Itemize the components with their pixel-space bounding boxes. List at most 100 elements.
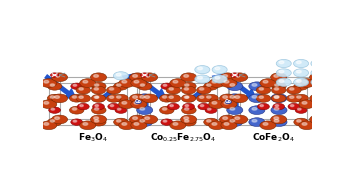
- Circle shape: [110, 105, 114, 107]
- Circle shape: [184, 75, 189, 77]
- Circle shape: [160, 106, 174, 114]
- Circle shape: [295, 107, 307, 113]
- Circle shape: [122, 81, 127, 83]
- Circle shape: [76, 94, 91, 102]
- Circle shape: [302, 123, 307, 125]
- Circle shape: [263, 123, 268, 125]
- Circle shape: [161, 83, 173, 89]
- Circle shape: [294, 69, 308, 77]
- Circle shape: [231, 73, 239, 77]
- Circle shape: [204, 82, 218, 90]
- Circle shape: [131, 100, 147, 108]
- Circle shape: [162, 96, 167, 98]
- Circle shape: [137, 82, 152, 90]
- Circle shape: [173, 123, 178, 125]
- Circle shape: [302, 101, 307, 104]
- Circle shape: [51, 73, 59, 77]
- Circle shape: [166, 94, 181, 102]
- Circle shape: [271, 86, 286, 94]
- Circle shape: [314, 80, 319, 82]
- Circle shape: [314, 61, 319, 64]
- Circle shape: [79, 96, 83, 98]
- Circle shape: [274, 88, 279, 90]
- Circle shape: [72, 108, 77, 110]
- Circle shape: [47, 94, 62, 102]
- Circle shape: [273, 103, 285, 110]
- Circle shape: [181, 86, 196, 94]
- Circle shape: [113, 94, 128, 102]
- Circle shape: [271, 73, 287, 82]
- Circle shape: [260, 121, 276, 130]
- Circle shape: [212, 101, 217, 104]
- Circle shape: [206, 96, 211, 98]
- Circle shape: [107, 86, 121, 94]
- Circle shape: [271, 94, 286, 102]
- Circle shape: [313, 96, 318, 98]
- Circle shape: [223, 117, 228, 119]
- Circle shape: [169, 88, 174, 90]
- Circle shape: [170, 79, 186, 88]
- Circle shape: [169, 96, 174, 98]
- Circle shape: [263, 81, 268, 83]
- Circle shape: [221, 100, 237, 108]
- Circle shape: [185, 108, 189, 110]
- Circle shape: [50, 96, 54, 98]
- Circle shape: [227, 82, 243, 91]
- Circle shape: [289, 96, 294, 98]
- Circle shape: [274, 108, 279, 110]
- Circle shape: [134, 81, 139, 83]
- Circle shape: [209, 121, 225, 130]
- Circle shape: [51, 73, 68, 82]
- Circle shape: [274, 117, 279, 119]
- Circle shape: [117, 120, 121, 122]
- Circle shape: [260, 105, 263, 107]
- Circle shape: [198, 103, 210, 110]
- Circle shape: [271, 106, 287, 115]
- Circle shape: [79, 88, 83, 90]
- Circle shape: [140, 119, 145, 122]
- Circle shape: [297, 96, 301, 98]
- Circle shape: [198, 67, 202, 70]
- Circle shape: [274, 119, 279, 122]
- Circle shape: [185, 120, 189, 122]
- Circle shape: [141, 73, 149, 77]
- Circle shape: [276, 78, 291, 86]
- Circle shape: [232, 94, 248, 103]
- Circle shape: [135, 100, 141, 104]
- Circle shape: [235, 117, 240, 119]
- Circle shape: [260, 79, 276, 88]
- Circle shape: [310, 73, 326, 82]
- Circle shape: [137, 94, 153, 103]
- Circle shape: [117, 84, 121, 86]
- Circle shape: [313, 117, 318, 119]
- Circle shape: [288, 103, 300, 110]
- Circle shape: [204, 94, 218, 102]
- Circle shape: [257, 103, 269, 110]
- Circle shape: [206, 120, 211, 122]
- Circle shape: [310, 94, 326, 103]
- Circle shape: [145, 96, 150, 98]
- Circle shape: [140, 96, 145, 98]
- Circle shape: [133, 117, 137, 119]
- Circle shape: [69, 106, 84, 114]
- Circle shape: [117, 96, 121, 98]
- Circle shape: [274, 75, 279, 77]
- Circle shape: [51, 115, 68, 124]
- Circle shape: [195, 75, 210, 83]
- Circle shape: [249, 118, 265, 126]
- Circle shape: [183, 103, 195, 110]
- Circle shape: [93, 103, 104, 110]
- Circle shape: [287, 86, 301, 94]
- Circle shape: [92, 118, 106, 126]
- Circle shape: [181, 106, 196, 114]
- Circle shape: [205, 107, 217, 113]
- Circle shape: [160, 94, 174, 102]
- Circle shape: [276, 69, 291, 77]
- Circle shape: [299, 100, 315, 108]
- Circle shape: [134, 101, 139, 104]
- Circle shape: [129, 73, 146, 82]
- Circle shape: [161, 119, 173, 125]
- Circle shape: [91, 73, 107, 82]
- Circle shape: [299, 121, 315, 130]
- Circle shape: [212, 81, 217, 83]
